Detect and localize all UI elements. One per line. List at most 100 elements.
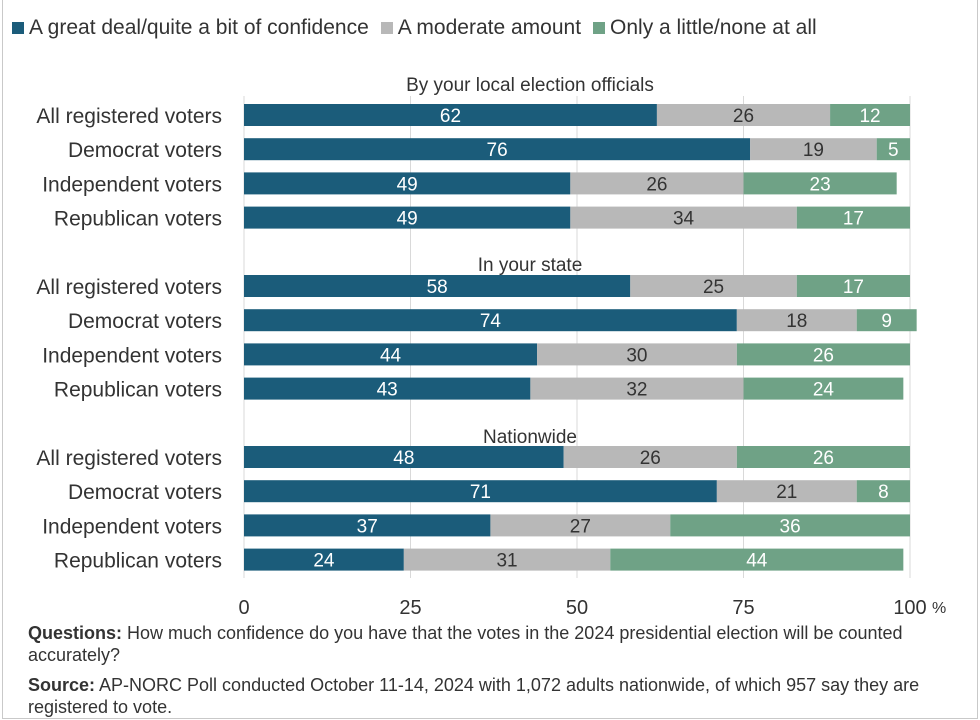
x-tick-label: 75	[732, 597, 754, 619]
data-label: 5	[888, 140, 899, 161]
legend-swatch	[12, 22, 24, 34]
row-label: Republican voters	[54, 208, 222, 231]
data-label: 26	[813, 345, 834, 366]
data-label: 30	[626, 345, 647, 366]
data-label: 26	[733, 106, 754, 127]
bar-segment	[244, 480, 717, 503]
data-label: 76	[487, 140, 508, 161]
bar-segment	[244, 172, 571, 195]
legend-label: A moderate amount	[397, 16, 582, 39]
legend-label: A great deal/quite a bit of confidence	[29, 16, 369, 39]
bar-segment	[856, 480, 910, 503]
data-label: 44	[746, 551, 768, 572]
questions-note: Questions: How much confidence do you ha…	[28, 622, 958, 666]
bar-segment	[244, 377, 531, 400]
bar-segment	[716, 480, 857, 503]
legend: A great deal/quite a bit of confidence A …	[12, 12, 829, 44]
row-label: Independent voters	[42, 173, 222, 196]
x-tick-label: 25	[399, 597, 421, 619]
source-note: Source: AP-NORC Poll conducted October 1…	[28, 674, 958, 718]
bar-segment	[244, 309, 737, 332]
bar-segment	[244, 446, 564, 468]
row-label: Democrat voters	[68, 139, 222, 162]
data-label: 32	[626, 380, 647, 401]
bar-segment	[244, 548, 404, 571]
bar-segment	[244, 514, 491, 537]
bar-segment	[736, 446, 910, 468]
questions-label: Questions:	[28, 623, 123, 643]
bar-segment	[750, 138, 877, 161]
data-label: 48	[393, 448, 414, 469]
data-label: 18	[786, 311, 807, 332]
data-label: 71	[470, 482, 491, 503]
bar-segment	[630, 275, 797, 297]
data-label: 17	[843, 277, 864, 298]
stacked-bar-chart: By your local election officials All regi…	[36, 75, 946, 619]
data-label: 26	[640, 448, 661, 469]
x-unit-label: %	[932, 600, 946, 617]
data-label: 62	[440, 106, 461, 127]
data-label: 17	[843, 209, 864, 230]
row-label: Democrat voters	[68, 310, 222, 333]
bar-segment	[796, 275, 910, 297]
data-label: 9	[881, 311, 892, 332]
data-label: 58	[427, 277, 448, 298]
source-text: AP-NORC Poll conducted October 11-14, 20…	[28, 675, 920, 717]
data-label: 19	[803, 140, 824, 161]
bar-segment	[796, 206, 910, 229]
data-label: 43	[377, 380, 398, 401]
questions-text: How much confidence do you have that the…	[28, 623, 903, 665]
x-tick-label: 100	[893, 597, 926, 619]
data-label: 12	[859, 106, 880, 127]
group-title: Nationwide	[483, 427, 577, 448]
row-label: All registered voters	[36, 447, 222, 470]
bar-segment	[537, 343, 737, 366]
row-label: Republican voters	[54, 379, 222, 402]
data-label: 25	[703, 277, 724, 298]
row-label: All registered voters	[36, 105, 222, 128]
bar-segment	[743, 172, 897, 195]
data-label: 49	[397, 209, 418, 230]
bar-segment	[830, 104, 910, 126]
row-label: Independent voters	[42, 344, 222, 367]
legend-swatch	[380, 22, 393, 34]
data-label: 27	[570, 516, 591, 537]
data-label: 21	[776, 482, 797, 503]
data-label: 23	[810, 174, 831, 195]
bar-segment	[670, 514, 910, 537]
bar-segment	[570, 172, 744, 195]
bar-segment	[856, 309, 917, 332]
legend-item-1: A moderate amount	[380, 16, 582, 40]
data-label: 8	[878, 482, 889, 503]
row-label: All registered voters	[36, 276, 222, 299]
data-label: 26	[646, 174, 667, 195]
bar-segment	[530, 377, 744, 400]
bar-segment	[244, 104, 657, 126]
bar-segment	[876, 138, 910, 161]
bar-segment	[490, 514, 671, 537]
bar-segment	[244, 206, 571, 229]
data-label: 44	[380, 345, 402, 366]
bar-segment	[403, 548, 611, 571]
data-label: 24	[813, 380, 835, 401]
bar-segment	[736, 309, 857, 332]
legend-item-2: Only a little/none at all	[593, 16, 817, 40]
data-label: 34	[673, 209, 695, 230]
data-label: 31	[496, 551, 517, 572]
x-tick-label: 0	[238, 597, 249, 619]
data-label: 26	[813, 448, 834, 469]
bar-segment	[244, 275, 631, 297]
bar-segment	[244, 343, 538, 366]
legend-label: Only a little/none at all	[610, 16, 817, 39]
x-tick-label: 50	[566, 597, 588, 619]
legend-item-0: A great deal/quite a bit of confidence	[12, 16, 369, 40]
row-label: Independent voters	[42, 515, 222, 538]
row-label: Republican voters	[54, 550, 222, 573]
legend-swatch	[593, 22, 606, 34]
data-label: 24	[313, 551, 335, 572]
bar-segment	[610, 548, 904, 571]
row-label: Democrat voters	[68, 481, 222, 504]
bar-segment	[570, 206, 797, 229]
bar-segment	[656, 104, 831, 126]
bar-segment	[244, 138, 751, 161]
